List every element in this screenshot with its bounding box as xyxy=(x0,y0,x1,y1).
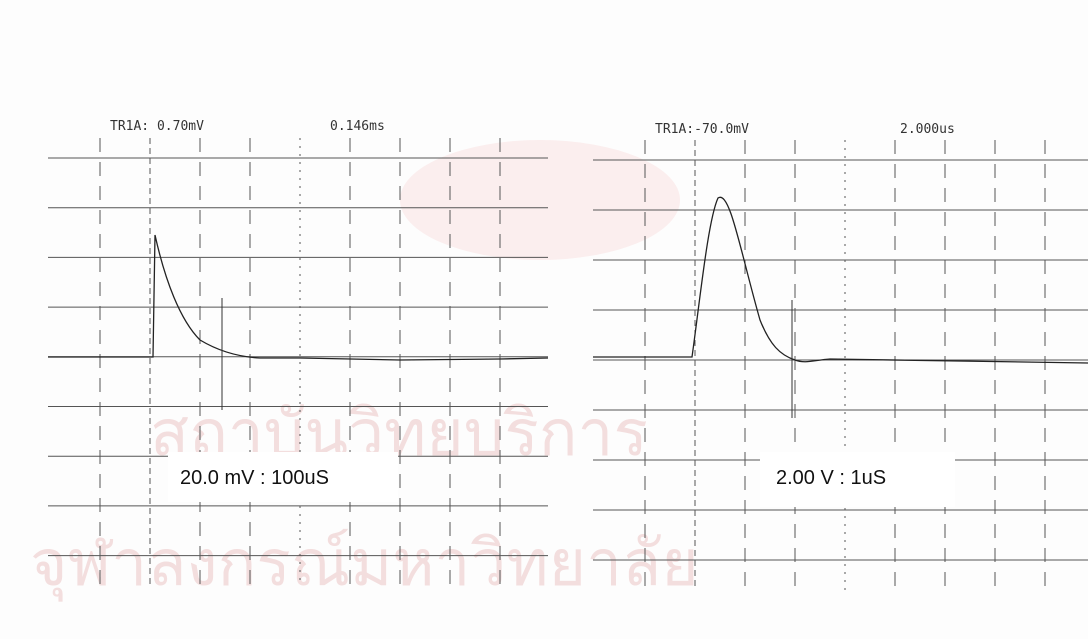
trigger-level: TR1A:-70.0mV xyxy=(655,122,749,137)
page: สถาบันวิทยบริการ จุฬาลงกรณ์มหาวิทยาลัย T… xyxy=(0,0,1088,639)
scale-label: 2.00 V : 1uS xyxy=(776,467,886,489)
trigger-level: TR1A: 0.70mV xyxy=(110,119,204,134)
time-readout: 2.000us xyxy=(900,122,955,137)
watermark-text: จุฬาลงกรณ์มหาวิทยาลัย xyxy=(30,527,699,602)
scale-label: 20.0 mV : 100uS xyxy=(180,467,329,489)
watermark: สถาบันวิทยบริการ จุฬาลงกรณ์มหาวิทยาลัย xyxy=(30,140,699,602)
waveform xyxy=(48,235,548,360)
scan: สถาบันวิทยบริการ จุฬาลงกรณ์มหาวิทยาลัย T… xyxy=(0,0,1088,639)
time-readout: 0.146ms xyxy=(330,119,385,134)
